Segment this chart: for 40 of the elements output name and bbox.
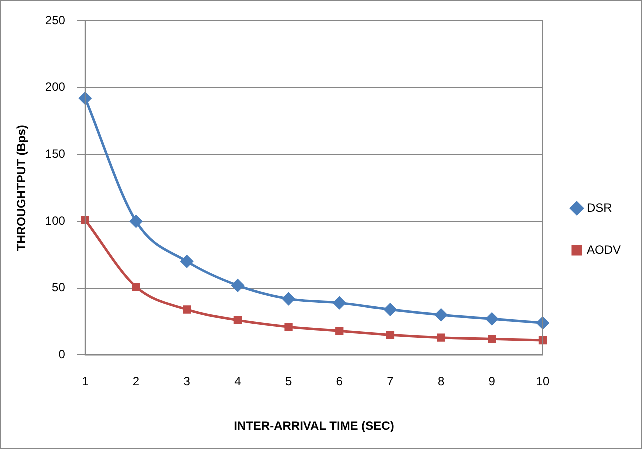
point — [536, 316, 550, 330]
x-tick-label: 9 — [488, 374, 496, 389]
y-tick-label: 150 — [45, 146, 66, 161]
point — [79, 92, 92, 105]
point — [130, 215, 143, 228]
point — [386, 331, 395, 340]
point — [384, 304, 397, 316]
point — [81, 216, 90, 224]
y-tick-label: 50 — [52, 280, 66, 295]
x-tick-label: 7 — [387, 374, 394, 389]
point — [486, 312, 498, 326]
point — [180, 255, 194, 268]
point — [538, 336, 548, 345]
y-tick-label: 0 — [58, 348, 66, 362]
point — [132, 282, 140, 292]
x-tick-label: 1 — [82, 374, 90, 389]
point — [437, 334, 446, 342]
point — [282, 292, 296, 306]
y-tick-label: 100 — [45, 214, 66, 228]
x-tick-label: 8 — [438, 374, 445, 389]
point — [333, 296, 346, 310]
point — [232, 279, 244, 292]
y-tick-label: 200 — [45, 80, 66, 94]
point — [284, 323, 293, 332]
point — [336, 327, 344, 336]
x-tick-label: 4 — [234, 374, 242, 389]
x-tick-label: 10 — [536, 374, 550, 389]
legend-label: DSR — [586, 200, 613, 215]
legend-label: AODV — [586, 242, 622, 257]
point — [488, 335, 496, 344]
x-tick-label: 3 — [184, 374, 191, 389]
y-axis-title: THROUGHTPUT (Bps) — [14, 125, 29, 252]
point — [435, 308, 448, 322]
x-axis-title: INTER-ARRIVAL TIME (SEC) — [234, 419, 394, 434]
x-tick-label: 6 — [336, 374, 344, 389]
y-tick-label: 250 — [45, 13, 66, 28]
point — [234, 316, 242, 325]
point — [183, 306, 192, 314]
x-tick-label: 5 — [285, 374, 292, 389]
x-tick-label: 2 — [132, 374, 140, 389]
